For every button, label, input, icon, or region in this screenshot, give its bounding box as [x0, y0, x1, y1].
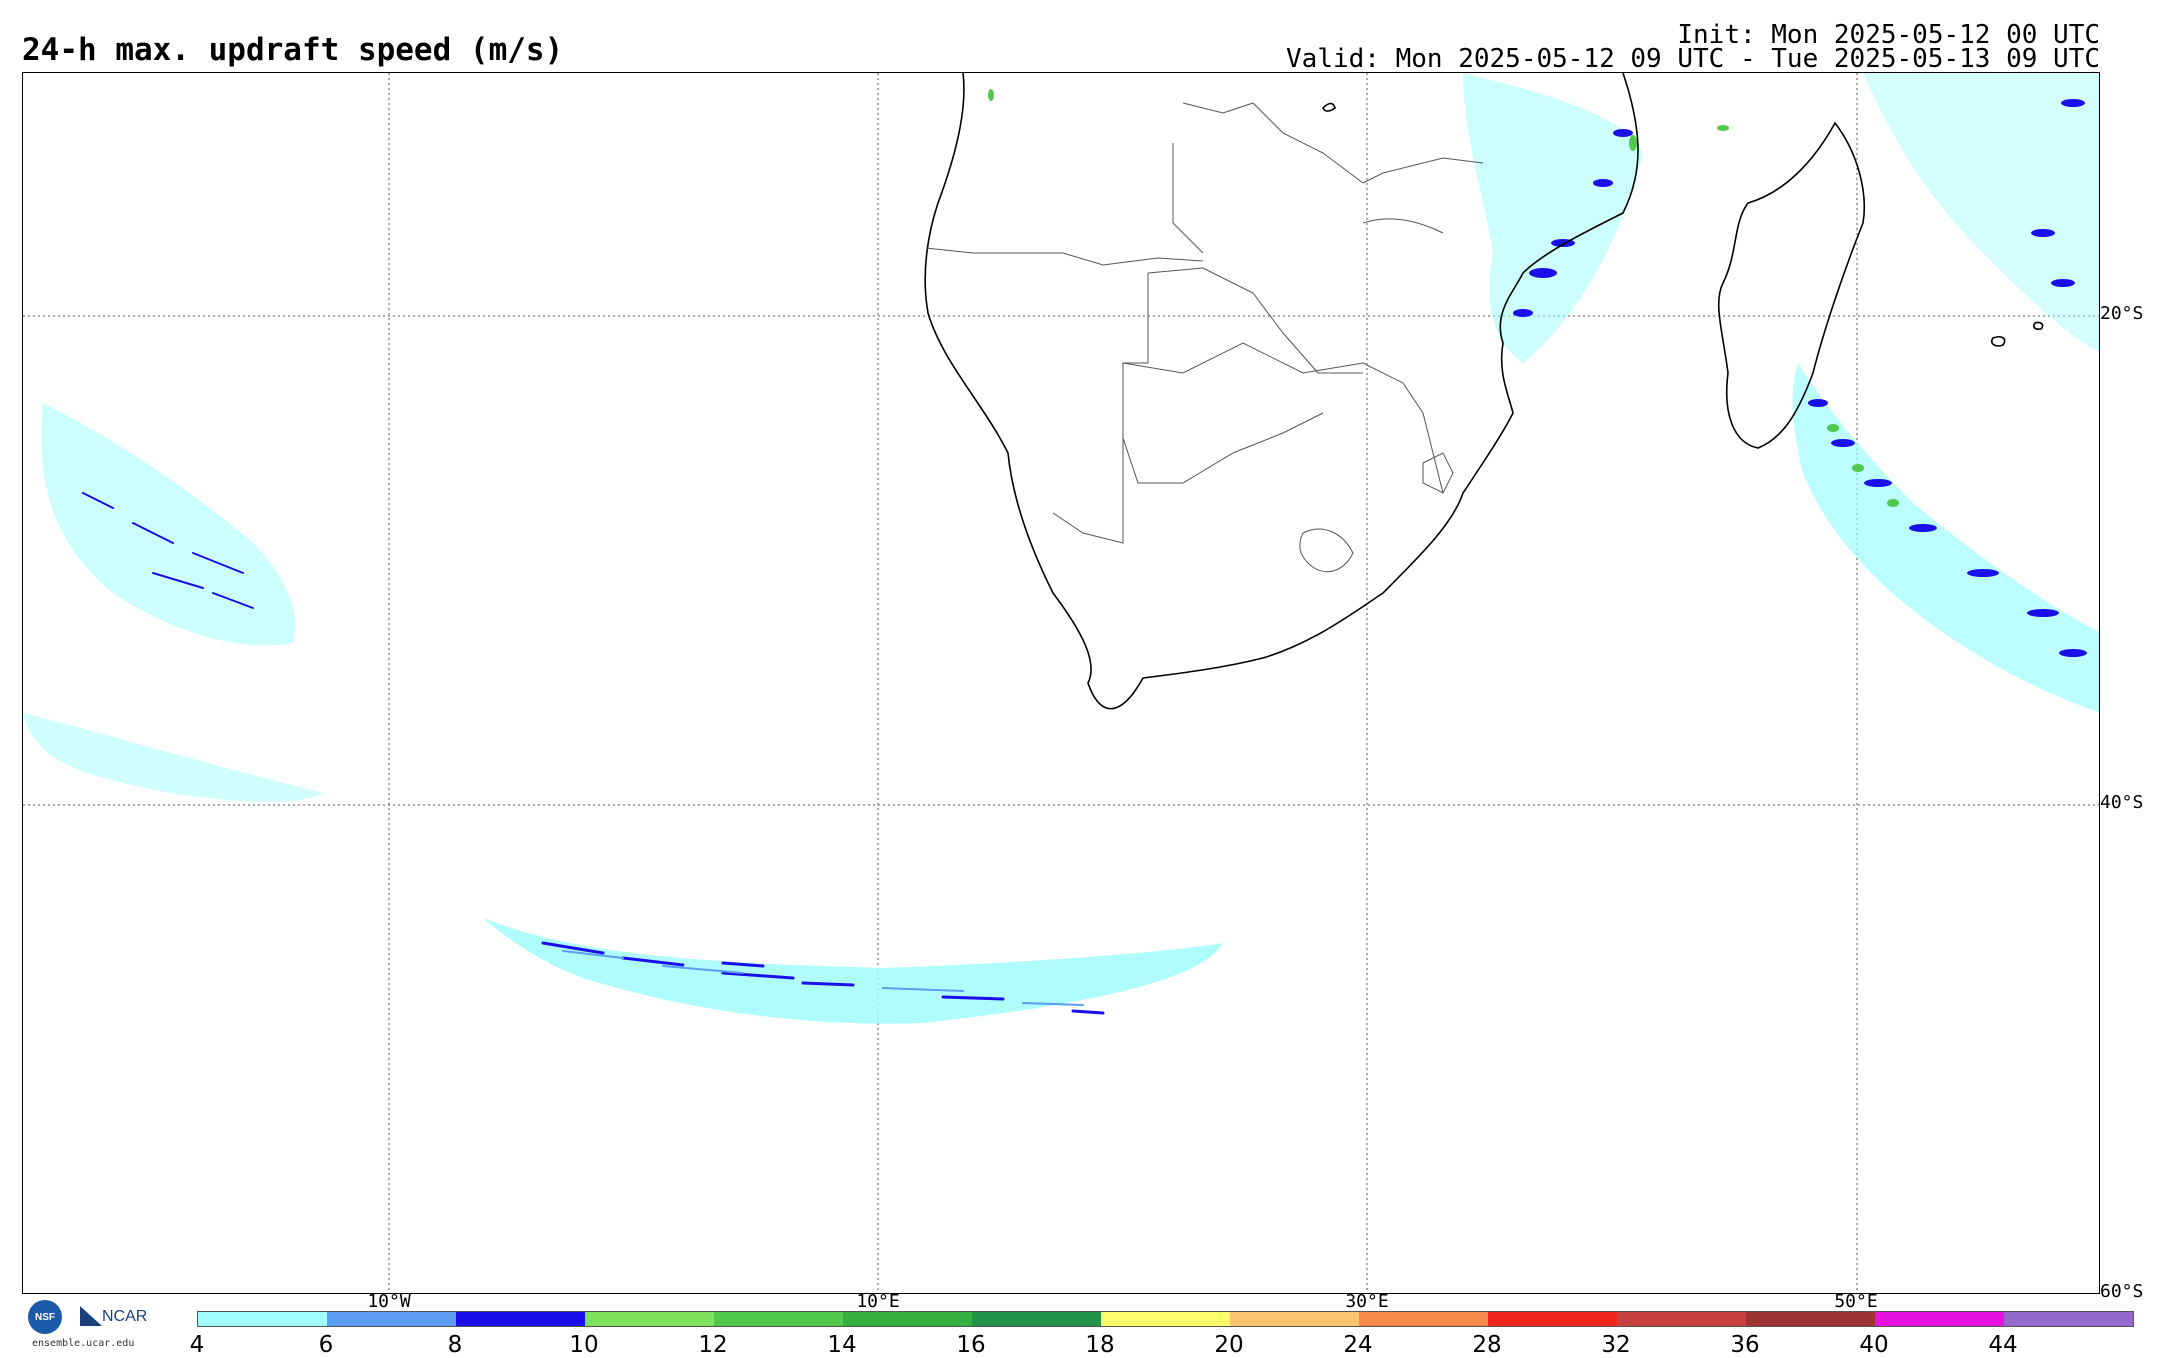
colorbar-tick-label: 44	[1988, 1332, 2018, 1358]
colorbar	[197, 1311, 2134, 1327]
colorbar-tick-label: 40	[1859, 1332, 1889, 1358]
colorbar-tick-label: 16	[956, 1332, 986, 1358]
logo-area: NSF NCAR ensemble.ucar.edu	[26, 1298, 156, 1354]
map-svg	[23, 73, 2099, 1293]
coastline	[924, 73, 2044, 710]
colorbar-swatch	[198, 1312, 327, 1326]
colorbar-swatch	[1617, 1312, 1746, 1326]
lon-label-10e: 10°E	[856, 1291, 900, 1312]
colorbar-tick-label: 6	[318, 1332, 334, 1358]
colorbar-swatch	[327, 1312, 456, 1326]
colorbar-tick-label: 14	[827, 1332, 857, 1358]
colorbar-swatch	[843, 1312, 972, 1326]
ncar-logo-icon	[80, 1306, 102, 1326]
lon-label-10w: 10°W	[367, 1291, 411, 1312]
lat-label-20s: 20°S	[2100, 303, 2144, 324]
colorbar-swatch	[972, 1312, 1101, 1326]
colorbar-swatch	[585, 1312, 714, 1326]
graticule	[23, 73, 2099, 1293]
colorbar-tick-label: 28	[1472, 1332, 1502, 1358]
colorbar-swatch	[714, 1312, 843, 1326]
colorbar-swatch	[1230, 1312, 1359, 1326]
site-url: ensemble.ucar.edu	[32, 1338, 135, 1349]
init-time: Init: Mon 2025-05-12 00 UTC	[1677, 20, 2100, 50]
colorbar-tick-label: 4	[189, 1332, 205, 1358]
colorbar-tick-label: 36	[1730, 1332, 1760, 1358]
colorbar-swatch	[2004, 1312, 2133, 1326]
lat-label-60s: 60°S	[2100, 1281, 2144, 1302]
colorbar-swatch	[1746, 1312, 1875, 1326]
colorbar-tick-label: 20	[1214, 1332, 1244, 1358]
colorbar-tick-label: 24	[1343, 1332, 1373, 1358]
lon-label-30e: 30°E	[1345, 1291, 1389, 1312]
colorbar-tick-label: 18	[1085, 1332, 1115, 1358]
colorbar-swatch	[456, 1312, 585, 1326]
nsf-logo: NSF	[28, 1300, 62, 1334]
lon-label-50e: 50°E	[1834, 1291, 1878, 1312]
chart-title: 24-h max. updraft speed (m/s)	[22, 32, 564, 68]
colorbar-tick-label: 12	[698, 1332, 728, 1358]
colorbar-tick-label: 10	[569, 1332, 599, 1358]
colorbar-swatch	[1101, 1312, 1230, 1326]
borders	[925, 102, 1484, 573]
colorbar-tick-label: 32	[1601, 1332, 1631, 1358]
colorbar-swatch	[1359, 1312, 1488, 1326]
colorbar-swatch	[1488, 1312, 1617, 1326]
valid-time: Valid: Mon 2025-05-12 09 UTC - Tue 2025-…	[1286, 44, 2100, 74]
map-panel[interactable]	[22, 72, 2100, 1294]
updraft-field	[23, 73, 2099, 1024]
ncar-logo-text: NCAR	[102, 1308, 148, 1325]
colorbar-tick-label: 8	[447, 1332, 463, 1358]
colorbar-swatch	[1875, 1312, 2004, 1326]
lat-label-40s: 40°S	[2100, 792, 2144, 813]
